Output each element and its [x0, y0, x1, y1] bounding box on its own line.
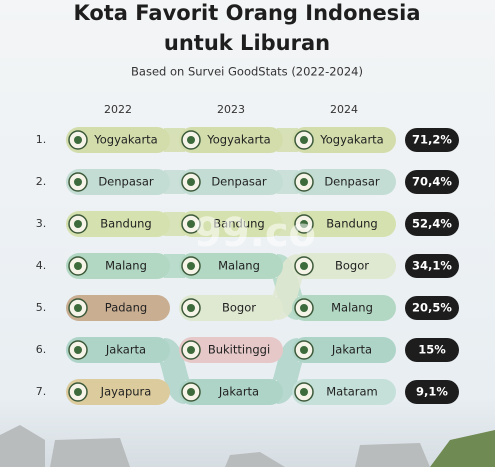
- city-pill: [292, 127, 396, 153]
- city-pill: [179, 253, 283, 279]
- city-name: Denpasar: [98, 175, 154, 189]
- city-pill: [179, 211, 283, 237]
- city-name: Bandung: [326, 217, 377, 231]
- city-pill: [292, 211, 396, 237]
- city-pill: [179, 337, 283, 363]
- city-pill: [66, 337, 170, 363]
- city-pill: [66, 379, 170, 405]
- city-emblem-core: [300, 304, 308, 312]
- share-badge: [405, 212, 459, 236]
- city-name: Malang: [218, 259, 260, 273]
- city-pill: [66, 211, 170, 237]
- city-name: Yogyakarta: [206, 133, 270, 147]
- city-emblem-core: [187, 136, 195, 144]
- city-emblem-core: [74, 220, 82, 228]
- city-emblem-core: [300, 262, 308, 270]
- rank: 4.: [36, 259, 47, 272]
- city-name: Jakarta: [331, 343, 372, 357]
- city-name: Yogyakarta: [319, 133, 383, 147]
- rank: 2.: [36, 175, 47, 188]
- buildings: [0, 425, 495, 467]
- year-label: 2024: [330, 103, 358, 116]
- city-name: Mataram: [326, 385, 378, 399]
- subtitle: Based on Survei GoodStats (2022-2024): [131, 65, 363, 79]
- share-badge: [405, 296, 459, 320]
- city-pill: [292, 379, 396, 405]
- city-emblem-core: [300, 346, 308, 354]
- rank: 1.: [36, 133, 47, 146]
- city-name: Bandung: [100, 217, 151, 231]
- rank: 3.: [36, 217, 47, 230]
- city-name: Jakarta: [218, 385, 259, 399]
- city-emblem-core: [300, 136, 308, 144]
- year-label: 2023: [217, 103, 245, 116]
- share-value: 20,5%: [412, 301, 452, 315]
- city-name: Bandung: [213, 217, 264, 231]
- city-name: Padang: [105, 301, 147, 315]
- share-value: 9,1%: [416, 385, 448, 399]
- city-pill: [292, 169, 396, 195]
- title: Kota Favorit Orang Indonesia: [73, 1, 420, 25]
- watermark: 99.co: [194, 210, 316, 256]
- share-value: 52,4%: [412, 217, 452, 231]
- city-name: Yogyakarta: [93, 133, 157, 147]
- city-emblem-core: [300, 220, 308, 228]
- city-emblem-core: [74, 136, 82, 144]
- city-name: Denpasar: [211, 175, 267, 189]
- city-name: Bukittinggi: [208, 343, 270, 357]
- city-name: Bogor: [335, 259, 369, 273]
- share-badge: [405, 254, 459, 278]
- city-pill: [66, 295, 170, 321]
- share-value: 71,2%: [412, 133, 452, 147]
- city-pill: [66, 127, 170, 153]
- city-pill: [179, 295, 283, 321]
- city-emblem-core: [74, 262, 82, 270]
- city-emblem-core: [300, 178, 308, 186]
- city-pill: [179, 127, 283, 153]
- rank: 7.: [36, 385, 47, 398]
- share-badge: [405, 170, 459, 194]
- share-value: 70,4%: [412, 175, 452, 189]
- city-emblem-core: [187, 178, 195, 186]
- city-name: Malang: [105, 259, 147, 273]
- title: untuk Liburan: [164, 31, 330, 55]
- year-label: 2022: [104, 103, 132, 116]
- city-pill: [292, 253, 396, 279]
- city-name: Jakarta: [105, 343, 146, 357]
- city-emblem-core: [187, 346, 195, 354]
- rank: 6.: [36, 343, 47, 356]
- table: 2022 2023 2024 1. Yogyakarta Yogyakarta Yogyak…: [36, 103, 459, 405]
- city-name: Malang: [331, 301, 373, 315]
- city-pill: [292, 295, 396, 321]
- city-emblem-core: [300, 388, 308, 396]
- city-emblem-core: [187, 388, 195, 396]
- city-name: Denpasar: [324, 175, 380, 189]
- city-pill: [179, 169, 283, 195]
- city-emblem-core: [74, 304, 82, 312]
- city-pill: [66, 169, 170, 195]
- city-emblem-core: [187, 262, 195, 270]
- city-emblem-core: [187, 304, 195, 312]
- city-emblem-core: [74, 346, 82, 354]
- city-emblem-core: [74, 178, 82, 186]
- share-badge: [405, 128, 459, 152]
- city-name: Bogor: [222, 301, 256, 315]
- city-emblem-core: [187, 220, 195, 228]
- share-value: 34,1%: [412, 259, 452, 273]
- city-pill: [66, 253, 170, 279]
- rank: 5.: [36, 301, 47, 314]
- city-pill: [292, 337, 396, 363]
- city-emblem-core: [74, 388, 82, 396]
- share-value: 15%: [418, 343, 446, 357]
- share-badge: [405, 380, 459, 404]
- city-name: Jayapura: [100, 385, 152, 399]
- city-pill: [179, 379, 283, 405]
- share-badge: [405, 338, 459, 362]
